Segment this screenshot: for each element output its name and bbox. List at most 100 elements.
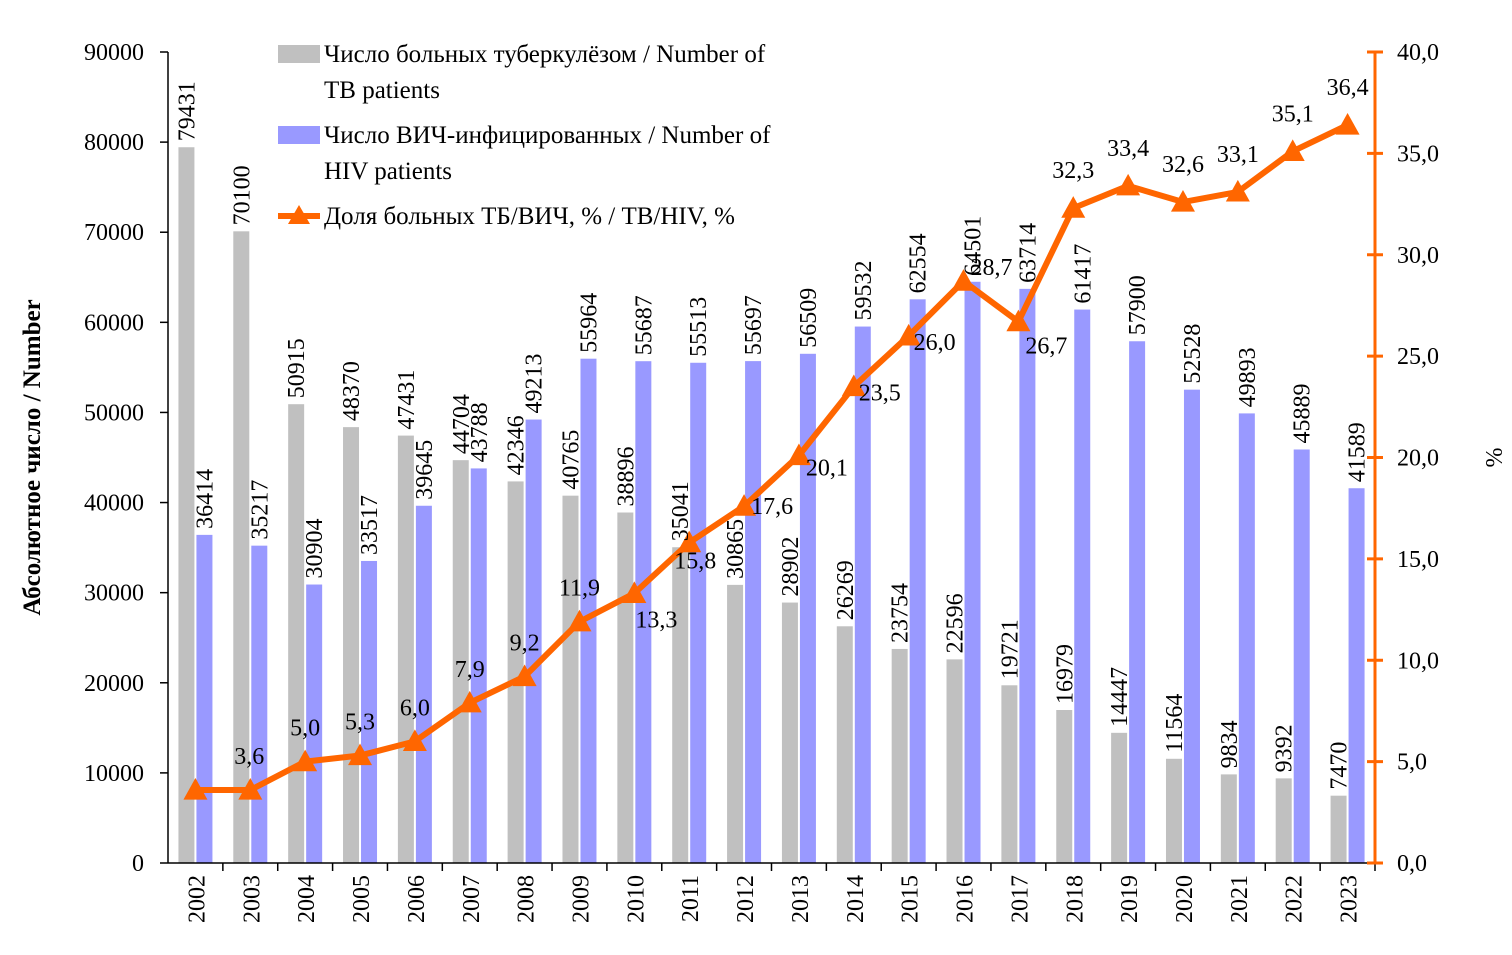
- hiv-data-label: 56509: [796, 288, 822, 348]
- legend: Число больных туберкулёзом / Number of TB…: [278, 41, 771, 230]
- line-data-label: 33,1: [1217, 142, 1259, 168]
- hiv-data-label: 30904: [302, 519, 328, 579]
- tb-bar: [1220, 774, 1237, 863]
- right-axis-tick-label: 30,0: [1397, 243, 1439, 269]
- x-axis-tick-label: 2018: [1062, 875, 1088, 923]
- hiv-bar: [1293, 449, 1310, 863]
- line-marker-triangle: [1061, 196, 1086, 218]
- hiv-data-label: 55697: [741, 295, 767, 355]
- tb-bar: [562, 495, 579, 863]
- tb-data-label: 50915: [284, 338, 310, 398]
- hiv-bar: [415, 505, 432, 863]
- tb-bar: [1056, 710, 1073, 863]
- line-data-label: 5,3: [345, 710, 375, 736]
- tb-bar: [946, 659, 963, 863]
- line-layer: [183, 112, 1360, 800]
- tb-data-label: 42346: [504, 415, 530, 475]
- legend-label-tb: Число больных туберкулёзом / Number of: [324, 41, 766, 68]
- hiv-bar: [1129, 341, 1146, 863]
- right-axis-tick-label: 35,0: [1397, 141, 1439, 167]
- line-data-label: 17,6: [751, 494, 793, 520]
- line-data-label: 6,0: [400, 695, 430, 721]
- tb-data-label: 19721: [997, 619, 1023, 679]
- tb-data-label: 23754: [888, 583, 914, 643]
- line-marker-triangle: [1170, 190, 1195, 212]
- tb-data-label: 28902: [778, 537, 804, 597]
- hiv-bar: [690, 362, 707, 863]
- line-marker-triangle: [402, 729, 427, 751]
- hiv-bar: [1019, 288, 1036, 863]
- hiv-data-label: 35217: [247, 480, 273, 540]
- hiv-bar: [1238, 413, 1255, 863]
- tb-bar: [617, 512, 634, 863]
- hiv-bar: [745, 361, 762, 863]
- tb-data-label: 22596: [943, 593, 969, 653]
- line-marker-triangle: [348, 743, 373, 766]
- tb-data-label: 47431: [394, 370, 420, 430]
- x-axis-tick-label: 2014: [843, 875, 869, 923]
- hiv-data-label: 49893: [1235, 347, 1261, 407]
- tb-bar: [507, 481, 524, 863]
- x-axis-tick-label: 2011: [678, 875, 704, 922]
- hiv-bar: [196, 534, 213, 863]
- line-data-label: 26,0: [914, 330, 956, 356]
- hiv-bar: [525, 419, 542, 863]
- tb-data-label: 16979: [1052, 644, 1078, 704]
- hiv-data-label: 55513: [686, 297, 712, 357]
- hiv-data-label: 55964: [576, 293, 602, 353]
- line-data-label: 32,6: [1162, 152, 1204, 178]
- line-marker-triangle: [622, 581, 647, 603]
- tb-bar: [288, 404, 305, 863]
- line-data-label: 7,9: [455, 657, 485, 683]
- tb-data-label: 9834: [1217, 720, 1243, 768]
- left-axis-tick-label: 40000: [84, 491, 144, 517]
- tb-bar: [1001, 685, 1018, 863]
- line-data-label: 32,3: [1052, 158, 1094, 184]
- legend-label-hiv: HIV patients: [324, 158, 452, 185]
- x-axis-tick-label: 2021: [1227, 875, 1253, 923]
- hiv-bar: [1074, 309, 1091, 863]
- tb-bar: [727, 584, 744, 863]
- line-data-label: 20,1: [806, 455, 848, 481]
- line-marker-triangle: [293, 749, 318, 772]
- line-marker-triangle: [238, 778, 263, 800]
- hiv-data-label: 63714: [1015, 223, 1041, 283]
- right-axis-tick-label: 25,0: [1397, 344, 1439, 370]
- labels-layer: 79431 36414 70100 35217 50915 30904 48370 33517…: [174, 75, 1370, 790]
- left-axis-tick-label: 10000: [84, 761, 144, 787]
- x-axis-tick-label: 2015: [898, 875, 924, 923]
- line-marker-triangle: [896, 323, 921, 346]
- hiv-data-label: 33517: [357, 495, 383, 555]
- hiv-bar: [635, 361, 652, 863]
- hiv-data-label: 41589: [1345, 422, 1371, 482]
- left-axis-tick-label: 20000: [84, 671, 144, 697]
- hiv-bar: [361, 560, 378, 863]
- x-axis-tick-label: 2017: [1007, 875, 1033, 923]
- hiv-data-label: 45889: [1290, 383, 1316, 443]
- line-data-label: 11,9: [559, 576, 600, 602]
- hiv-data-label: 43788: [467, 402, 493, 462]
- hiv-data-label: 49213: [522, 354, 548, 414]
- tb-bar: [672, 547, 689, 863]
- hiv-bar: [251, 545, 268, 863]
- line-marker-triangle: [1280, 139, 1305, 161]
- x-axis-tick-label: 2023: [1337, 875, 1363, 923]
- line-marker-triangle: [1335, 112, 1360, 135]
- line-data-label: 33,4: [1107, 136, 1149, 162]
- tb-data-label: 30865: [723, 519, 749, 579]
- tb-data-label: 38896: [613, 447, 639, 507]
- x-axis-tick-label: 2020: [1172, 875, 1198, 923]
- right-axis-tick-label: 15,0: [1397, 547, 1439, 573]
- x-axis-tick-label: 2019: [1117, 875, 1143, 923]
- left-axis-tick-label: 60000: [84, 310, 144, 336]
- x-axis-tick-label: 2012: [733, 875, 759, 923]
- tb-bar: [233, 231, 250, 863]
- hiv-bar: [306, 584, 323, 863]
- hiv-data-label: 55687: [631, 295, 657, 355]
- hiv-bar: [964, 281, 981, 864]
- line-marker-triangle: [1006, 309, 1031, 332]
- line-marker-triangle: [732, 494, 757, 516]
- left-axis-tick-label: 90000: [84, 40, 144, 66]
- x-axis-tick-label: 2016: [953, 875, 979, 923]
